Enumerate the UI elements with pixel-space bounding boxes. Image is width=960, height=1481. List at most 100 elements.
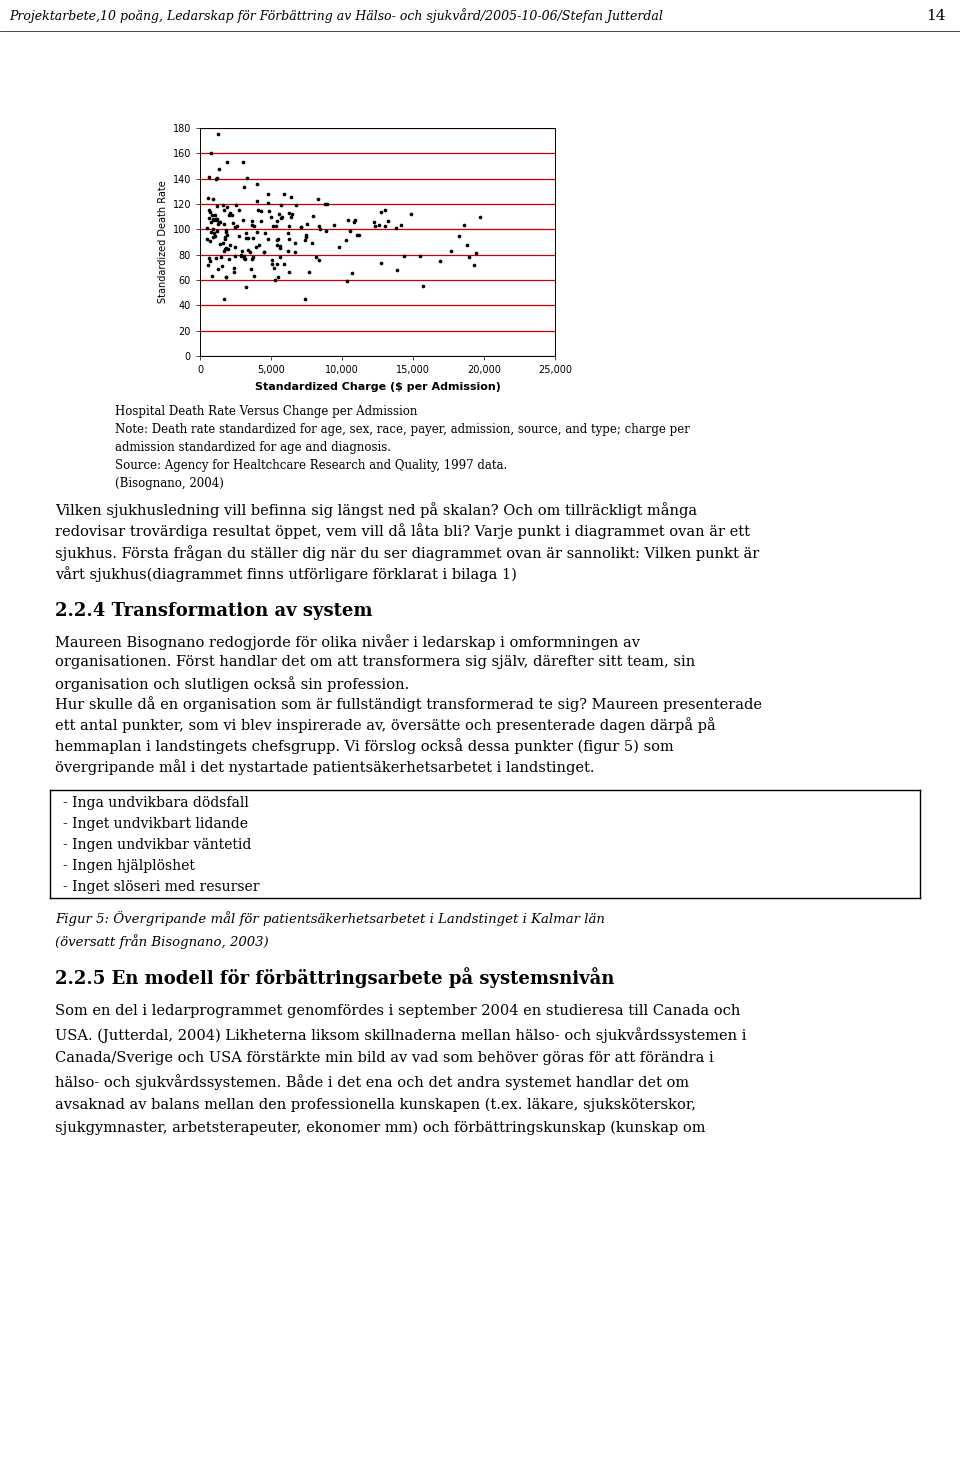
Point [412,244,427,268]
Text: Projektarbete,10 poäng, Ledarskap för Förbättring av Hälso- och sjukvård/2005-10: Projektarbete,10 poäng, Ledarskap för Fö… [10,9,663,24]
Text: 2.2.4 Transformation av system: 2.2.4 Transformation av system [55,601,372,621]
Point [218,237,233,261]
Point [287,231,302,255]
Point [218,225,233,249]
X-axis label: Standardized Charge ($ per Admission): Standardized Charge ($ per Admission) [254,382,500,392]
Point [206,209,222,233]
Text: Maureen Bisognano redogjorde för olika nivåer i ledarskap i omformningen av: Maureen Bisognano redogjorde för olika n… [55,634,640,650]
Point [203,230,218,253]
Point [246,265,261,289]
Point [245,213,260,237]
Point [339,228,354,252]
Point [200,227,215,250]
Point [216,287,231,311]
Point [461,244,476,268]
Text: Som en del i ledarprogrammet genomfördes i september 2004 en studieresa till Can: Som en del i ledarprogrammet genomfördes… [55,1004,740,1019]
Point [201,187,216,210]
Point [229,215,245,238]
Text: (översatt från Bisognano, 2003): (översatt från Bisognano, 2003) [55,935,269,949]
Point [223,233,238,256]
Point [373,250,389,274]
Point [205,187,221,210]
Text: (Standardized for Age, Sex, Race, Payer, Admission Source & Type): (Standardized for Age, Sex, Race, Payer,… [213,87,516,96]
Text: - Ingen undvikbar väntetid: - Ingen undvikbar väntetid [63,838,252,852]
Point [273,237,288,261]
Text: redovisar trovärdiga resultat öppet, vem vill då låta bli? Varje punkt i diagram: redovisar trovärdiga resultat öppet, vem… [55,523,750,539]
Text: - Inget undvikbart lidande: - Inget undvikbart lidande [63,818,248,831]
Point [283,185,299,209]
Point [270,252,285,275]
Point [301,261,317,284]
Text: - Ingen hjälplöshet: - Ingen hjälplöshet [63,859,195,874]
Point [271,228,286,252]
Text: Vilken sjukhusledning vill befinna sig längst ned på skalan? Och om tillräckligt: Vilken sjukhusledning vill befinna sig l… [55,502,697,518]
Point [204,219,219,243]
Point [281,213,297,237]
Point [348,207,363,231]
Text: (Standardized for Age and Diagnosis) -- AHRQ 1997 Data: (Standardized for Age and Diagnosis) -- … [236,124,494,133]
Text: avsaknad av balans mellan den professionella kunskapen (t.ex. läkare, sjuksköter: avsaknad av balans mellan den profession… [55,1097,696,1112]
Point [351,224,367,247]
Point [294,215,309,238]
Text: Hospital Death Rate Versus Change per Admission: Hospital Death Rate Versus Change per Ad… [115,404,418,418]
Text: hemmaplan i landstingets chefsgrupp. Vi förslog också dessa punkter (figur 5) so: hemmaplan i landstingets chefsgrupp. Vi … [55,738,674,754]
Point [311,249,326,273]
Point [203,249,218,273]
Point [233,244,249,268]
Text: 14: 14 [926,9,946,24]
Point [235,209,251,233]
Point [260,227,276,250]
Point [326,213,342,237]
Point [228,215,243,238]
Point [257,221,273,244]
Point [224,203,239,227]
Point [288,193,303,216]
Text: vårt sjukhus(diagrammet finns utförligare förklarat i bilaga 1): vårt sjukhus(diagrammet finns utförligar… [55,566,516,582]
Point [311,215,326,238]
Point [298,228,313,252]
Point [300,212,315,235]
Point [349,224,365,247]
Point [205,207,221,231]
Point [210,123,226,147]
Point [211,210,227,234]
Point [250,198,265,222]
Point [245,247,260,271]
Point [270,228,285,252]
Point [201,166,216,190]
Point [204,210,219,234]
Point [339,270,354,293]
Point [377,213,393,237]
Point [204,141,219,164]
Point [459,233,474,256]
Point [271,265,286,289]
Point [218,218,233,241]
Point [238,275,253,299]
Point [272,246,287,270]
Point [246,227,261,250]
Point [472,206,488,230]
Point [237,247,252,271]
Point [209,207,225,231]
Point [228,234,243,258]
Point [388,216,403,240]
Point [270,209,285,233]
Point [247,215,262,238]
Point [304,231,320,255]
Point [238,227,253,250]
Text: Hospital Death Rate: Hospital Death Rate [263,67,467,84]
Text: admission standardized for age and diagnosis.: admission standardized for age and diagn… [115,440,391,453]
Point [222,201,237,225]
Point [228,193,244,216]
Point [218,219,233,243]
Point [209,194,225,218]
Point [214,255,229,278]
Point [276,182,291,206]
Point [202,246,217,270]
Point [273,234,288,258]
Text: organisationen. Först handlar det om att transformera sig själv, därefter sitt t: organisationen. Först handlar det om att… [55,655,695,669]
Point [216,231,231,255]
Point [217,238,232,262]
Point [204,203,220,227]
Point [274,194,289,218]
